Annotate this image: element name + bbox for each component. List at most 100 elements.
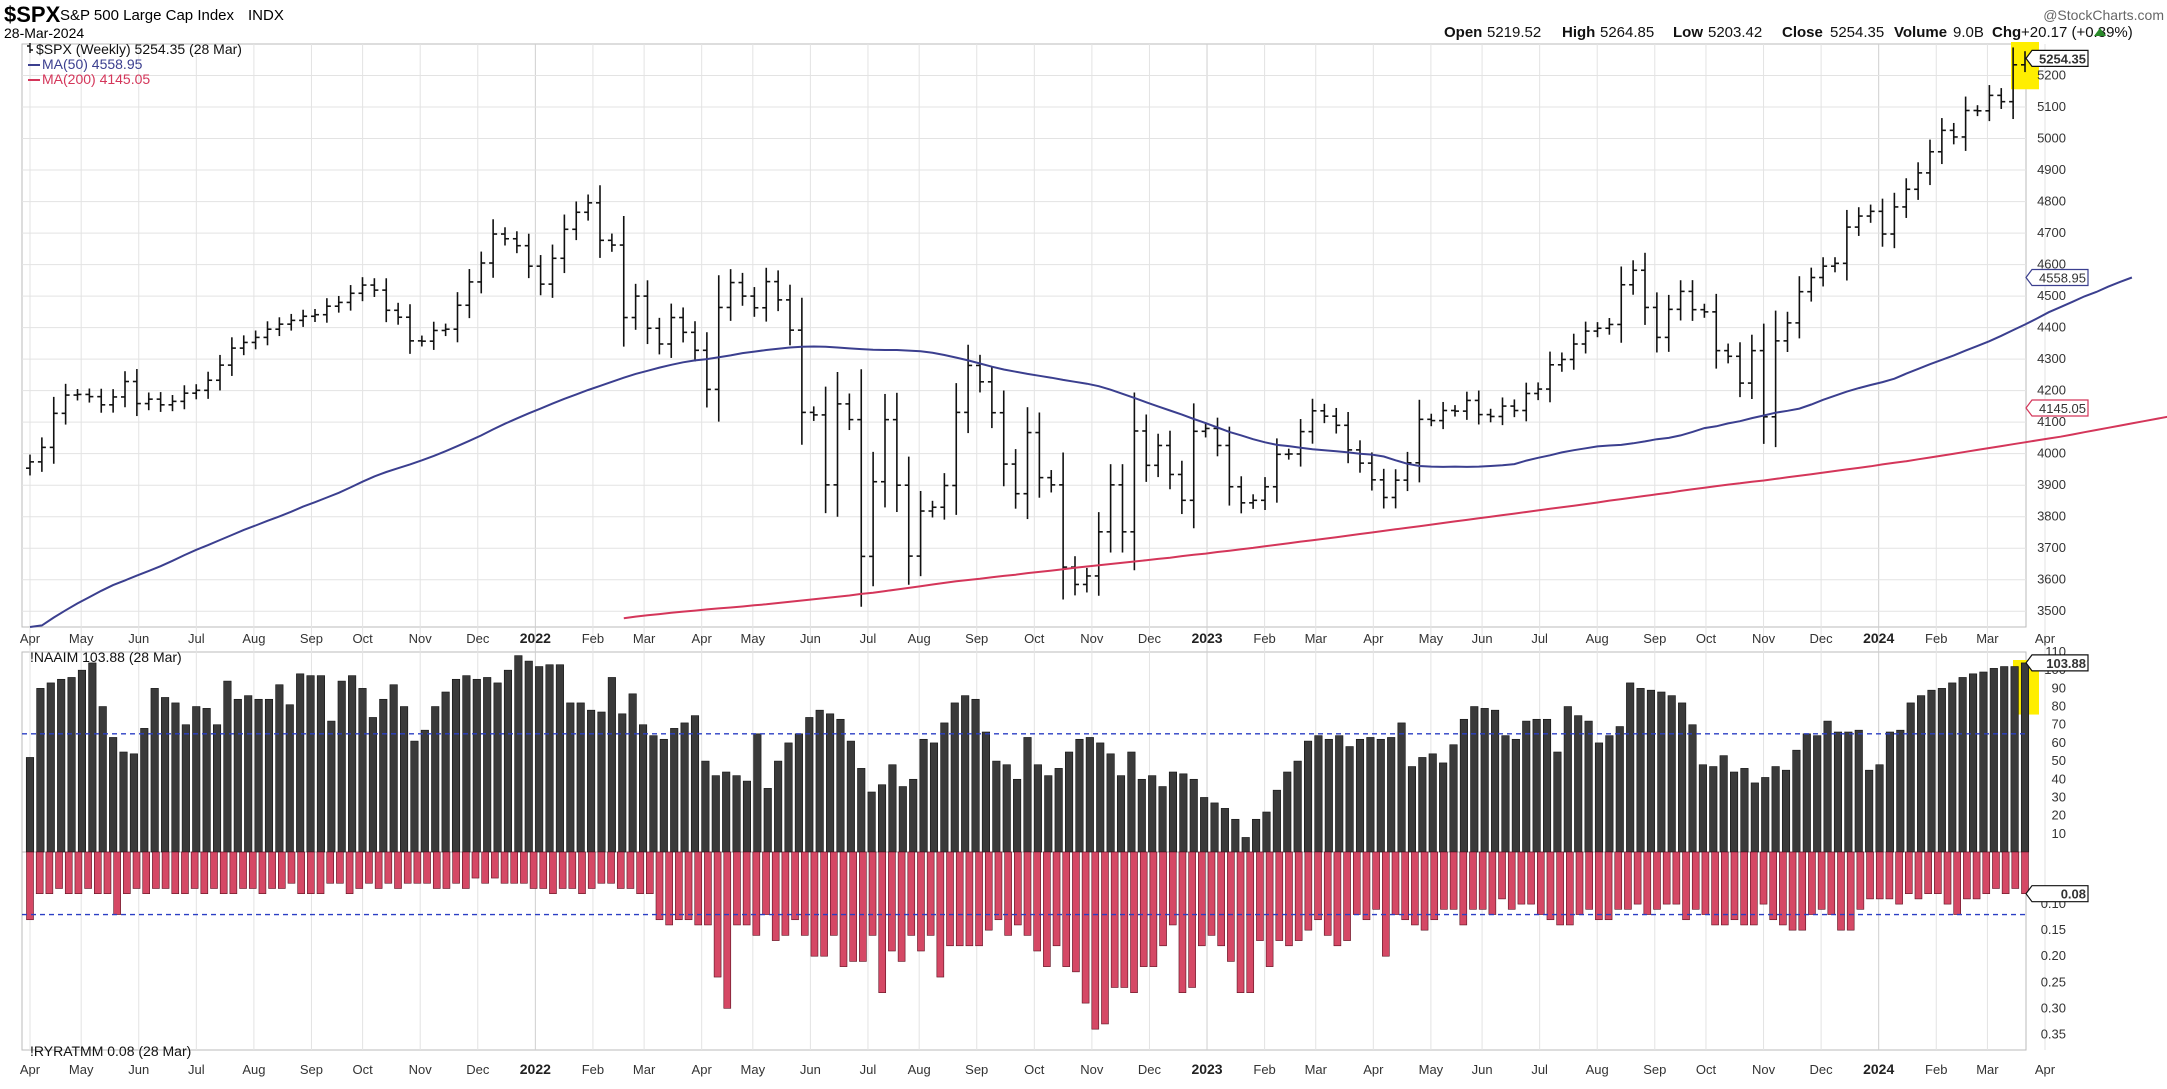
ryratmm-bar xyxy=(1420,851,1429,931)
naaim-y-tick-label: 70 xyxy=(2052,717,2066,732)
naaim-bar xyxy=(150,688,159,853)
ryratmm-bar xyxy=(336,851,344,884)
ohlc-bar xyxy=(928,500,937,518)
x-tick-label: Aug xyxy=(1586,1062,1609,1077)
ryratmm-bar xyxy=(1624,851,1632,910)
low-value: 5203.42 xyxy=(1708,24,1762,41)
naaim-bar xyxy=(1314,735,1323,853)
naaim-bar xyxy=(1605,735,1614,853)
price-y-tick-label: 4700 xyxy=(2037,225,2066,240)
naaim-bar xyxy=(805,717,814,853)
naaim-bar xyxy=(181,724,190,853)
ryratmm-bar xyxy=(316,851,325,894)
naaim-y-tick-label: 90 xyxy=(2052,680,2066,695)
ryratmm-bar xyxy=(26,851,34,921)
ohlc-bar xyxy=(216,354,224,391)
naaim-bar xyxy=(545,664,554,853)
ryratmm-bar xyxy=(1701,851,1710,915)
naaim-bar xyxy=(1865,769,1874,853)
ohlc-bar xyxy=(382,278,391,323)
naaim-bar xyxy=(212,724,222,853)
ryratmm-bar xyxy=(1401,851,1409,921)
naaim-bar xyxy=(119,751,128,853)
ryratmm-bar xyxy=(1178,851,1187,993)
ryratmm-bar xyxy=(1808,851,1816,915)
naaim-bar xyxy=(400,706,409,853)
ryratmm-bar xyxy=(432,851,441,889)
naaim-bar xyxy=(98,706,107,853)
ryratmm-bar xyxy=(636,851,644,894)
price-y-tick-label: 4100 xyxy=(2037,414,2066,429)
ma50-line xyxy=(29,276,2133,628)
naaim-bar xyxy=(1657,691,1666,853)
naaim-bar xyxy=(722,771,731,853)
naaim-y-tick-label: 50 xyxy=(2052,753,2066,768)
x-tick-label: May xyxy=(1419,631,1444,646)
legend-price: $SPX (Weekly) 5254.35 (28 Mar) xyxy=(36,41,242,57)
naaim-bar xyxy=(1397,722,1406,853)
ohlc-bar xyxy=(1356,440,1364,473)
ohlc-bar xyxy=(1688,280,1697,321)
ohlc-bar xyxy=(892,392,901,513)
naaim-y-tick-label: 80 xyxy=(2052,699,2066,714)
ohlc-bar xyxy=(572,201,581,241)
ryratmm-bar xyxy=(1130,851,1138,993)
ryratmm-bar xyxy=(1982,851,1991,894)
ohlc-bar xyxy=(1510,399,1519,418)
ohlc-bar xyxy=(287,313,296,331)
ryratmm-y-tick-label: 0.25 xyxy=(2041,974,2066,989)
legend-ma200: MA(200) 4145.05 xyxy=(42,71,150,87)
x-tick-label: Nov xyxy=(1752,631,1776,646)
high-label: High xyxy=(1562,24,1595,41)
ryratmm-bar xyxy=(1788,851,1797,931)
ryratmm-panel xyxy=(22,851,2029,1030)
ohlc-bar xyxy=(702,332,711,408)
ohlc-bar xyxy=(1498,397,1507,426)
ohlc-bar xyxy=(1486,408,1495,423)
ohlc-bar xyxy=(227,337,236,376)
ryratmm-bar xyxy=(1711,851,1719,926)
naaim-y-tick-label: 20 xyxy=(2052,808,2066,823)
ryratmm-bar xyxy=(200,851,209,894)
ohlc-bar xyxy=(1118,464,1127,553)
ohlc-bar xyxy=(940,473,949,520)
naaim-bar xyxy=(503,669,513,853)
x-tick-label: Sep xyxy=(300,631,323,646)
ryratmm-bar xyxy=(452,851,460,884)
x-tick-label: Jul xyxy=(188,1062,205,1077)
ohlc-bar xyxy=(1546,351,1554,403)
ryratmm-bar xyxy=(1633,851,1642,905)
ryratmm-bar xyxy=(1585,851,1593,910)
ryratmm-bar xyxy=(578,851,586,894)
ryratmm-bar xyxy=(297,851,305,894)
ryratmm-bar xyxy=(1440,851,1448,910)
naaim-bar xyxy=(285,704,294,853)
ryratmm-bar xyxy=(394,851,402,889)
naaim-bar xyxy=(1304,740,1313,853)
ryratmm-bar xyxy=(142,851,151,894)
naaim-bar xyxy=(1054,768,1063,853)
ryratmm-bar xyxy=(1837,851,1845,931)
ohlc-bar xyxy=(26,454,34,476)
price-y-tick-label: 4800 xyxy=(2037,194,2066,209)
ohlc-bar xyxy=(1439,401,1448,430)
x-tick-label: 2023 xyxy=(1191,630,1222,646)
x-tick-label: Jun xyxy=(1472,1062,1493,1077)
naaim-bar xyxy=(1137,778,1146,853)
naaim-bar xyxy=(275,684,284,853)
price-y-tick-label: 3600 xyxy=(2037,572,2066,587)
naaim-bar xyxy=(420,729,429,853)
x-tick-label: Apr xyxy=(20,1062,41,1077)
ryratmm-bar xyxy=(413,851,422,884)
price-legend: $SPX (Weekly) 5254.35 (28 Mar) MA(50) 45… xyxy=(27,41,242,87)
ohlc-bar xyxy=(809,406,818,421)
ryratmm-bar xyxy=(1333,851,1342,947)
ryratmm-bar xyxy=(1246,851,1255,993)
x-tick-label: Jul xyxy=(1531,1062,1548,1077)
naaim-bar xyxy=(462,675,471,853)
naaim-bar xyxy=(1210,802,1219,853)
price-y-tick-label: 5200 xyxy=(2037,68,2066,83)
price-y-tick-label: 3700 xyxy=(2037,540,2066,555)
ryratmm-bar xyxy=(1856,851,1865,910)
x-tick-label: Feb xyxy=(582,631,604,646)
